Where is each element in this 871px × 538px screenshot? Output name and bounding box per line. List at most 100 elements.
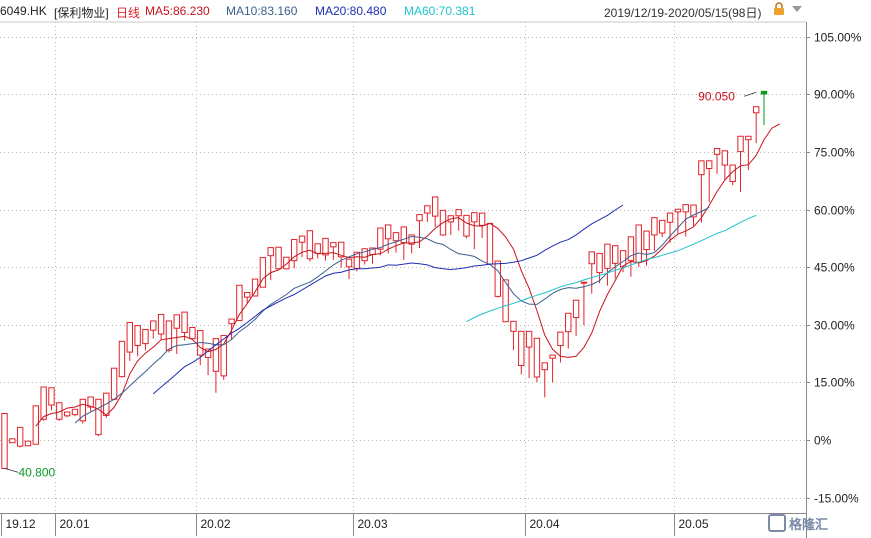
- x-tick-label: 20.02: [201, 517, 231, 531]
- y-tick-label: 75.00%: [814, 146, 855, 160]
- candle-body: [408, 234, 415, 245]
- x-tick-label: 20.05: [679, 517, 709, 531]
- watermark-text: 格隆汇: [789, 517, 829, 532]
- candle-body: [337, 241, 345, 258]
- x-tick-label: 20.01: [60, 517, 90, 531]
- candle-body: [165, 320, 173, 351]
- watermark-logo-icon: [768, 514, 786, 532]
- candle-body: [627, 236, 635, 262]
- candle-body: [377, 227, 384, 250]
- candle-body: [134, 325, 141, 347]
- candle-body: [572, 299, 580, 319]
- candle-body: [549, 354, 556, 359]
- candle-body: [424, 205, 431, 214]
- candle-body: [251, 278, 259, 297]
- ma60-label: MA60:70.381: [404, 4, 476, 18]
- x-tick-label: 19.12: [6, 517, 36, 531]
- candle-body: [682, 204, 689, 213]
- high-value-label: 90.050: [698, 89, 735, 103]
- candle-body: [16, 426, 24, 447]
- candle-body: [384, 224, 392, 240]
- ma5-label: MA5:86.230: [145, 4, 210, 18]
- y-tick-label: 30.00%: [814, 319, 855, 333]
- candle-body: [95, 398, 102, 436]
- watermark: 格隆汇: [768, 514, 828, 533]
- candle-body: [345, 258, 353, 268]
- candle-body: [118, 340, 126, 378]
- candle-body: [361, 248, 368, 262]
- candle-body: [291, 239, 298, 262]
- candle-body: [713, 148, 721, 155]
- candle-body: [494, 260, 501, 297]
- x-tick-label: 20.03: [358, 517, 388, 531]
- candle-body: [228, 318, 235, 325]
- candle-body: [298, 235, 306, 243]
- candle-body: [24, 440, 32, 447]
- candle-body: [71, 408, 79, 416]
- candle-body: [244, 292, 251, 298]
- candle-body: [674, 208, 682, 213]
- chevron-down-icon[interactable]: [790, 2, 804, 16]
- candle-body: [173, 314, 180, 329]
- candle-body: [510, 320, 517, 332]
- candle-body: [126, 321, 133, 353]
- candle-body: [486, 222, 494, 265]
- candle-body: [63, 411, 71, 417]
- y-tick-label: 45.00%: [814, 261, 855, 275]
- period-label[interactable]: 日线: [116, 6, 141, 20]
- date-range-label: 2019/12/19-2020/05/15(98日): [604, 6, 762, 20]
- line-ma60: [466, 214, 757, 323]
- candle-body: [267, 247, 274, 257]
- candle-body: [478, 212, 486, 226]
- candle-body: [659, 219, 666, 234]
- candle-body: [729, 164, 736, 183]
- candle-body: [392, 232, 400, 242]
- candle-body: [745, 135, 752, 141]
- candle-body: [220, 335, 227, 377]
- line-ma5: [35, 123, 780, 427]
- ma10-label: MA10:83.160: [226, 4, 298, 18]
- candle-body: [525, 330, 533, 348]
- candle-body: [604, 243, 611, 269]
- candle-body: [236, 284, 243, 322]
- candle-body: [212, 338, 220, 372]
- candle-body: [32, 405, 40, 445]
- candle-body: [181, 311, 188, 333]
- candle-body: [635, 224, 642, 263]
- ma20-label: MA20:80.480: [315, 4, 387, 18]
- candle-body: [283, 256, 290, 270]
- candles: [1, 90, 768, 469]
- candle-body: [275, 246, 282, 270]
- grid: [0, 21, 807, 538]
- candle-body: [110, 367, 118, 400]
- candle-body: [698, 160, 705, 176]
- stock-name-label: [保利物业]: [54, 6, 109, 20]
- candle-body: [189, 326, 196, 340]
- candle-body: [596, 252, 603, 274]
- candle-body: [157, 313, 165, 335]
- candle-body: [87, 396, 94, 408]
- candle-body: [612, 245, 619, 264]
- candle-body: [533, 337, 541, 378]
- candle-body: [557, 331, 564, 347]
- candle-body: [651, 217, 658, 236]
- ticker-label: 6049.HK: [0, 4, 47, 18]
- candle-body: [706, 160, 713, 170]
- candle-body: [330, 242, 337, 248]
- candle-body: [416, 214, 423, 222]
- candle-body: [666, 212, 674, 223]
- y-tick-label: 90.00%: [814, 88, 855, 102]
- candle-body: [643, 230, 650, 251]
- candle-body: [1, 413, 8, 469]
- candle-body: [48, 387, 55, 406]
- y-tick-label: 105.00%: [814, 31, 862, 45]
- candle-body: [588, 251, 595, 265]
- candle-body: [431, 196, 439, 217]
- lock-icon[interactable]: [772, 2, 786, 16]
- candle-body: [471, 212, 478, 223]
- high-pointer: [744, 91, 757, 97]
- annotations: 90.050 40.800: [4, 89, 757, 479]
- candle-body: [502, 279, 509, 323]
